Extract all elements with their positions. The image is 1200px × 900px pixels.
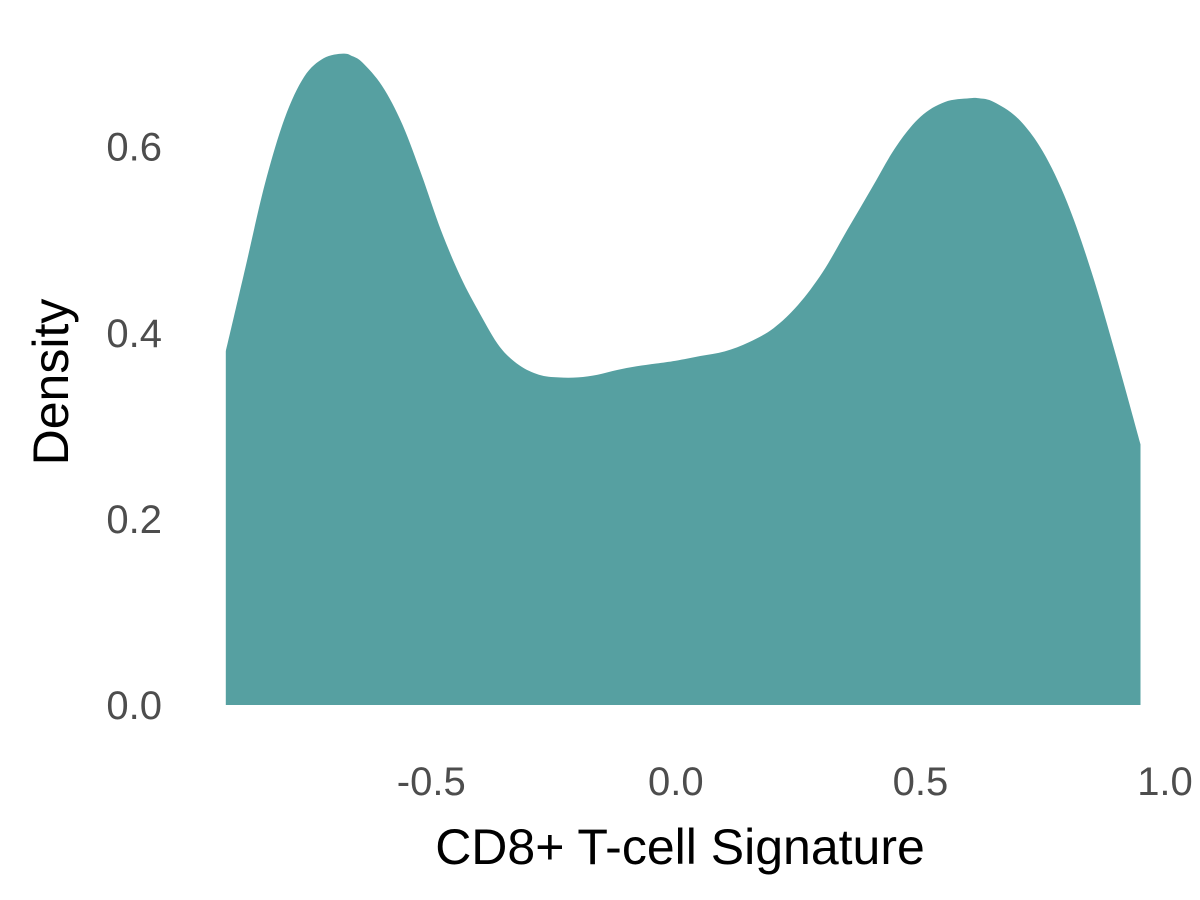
x-tick-label: 0.0: [648, 760, 704, 804]
x-tick-label: 1.0: [1137, 760, 1193, 804]
y-tick-label: 0.4: [106, 312, 162, 356]
y-tick-label: 0.2: [106, 498, 162, 542]
y-axis-ticks: 0.0 0.2 0.4 0.6: [106, 126, 162, 728]
x-tick-label: -0.5: [397, 760, 466, 804]
y-tick-label: 0.6: [106, 126, 162, 170]
plot-area: [225, 53, 1141, 706]
density-area: [225, 53, 1141, 706]
y-axis-title: Density: [23, 299, 79, 466]
x-tick-label: 0.5: [893, 760, 949, 804]
x-axis-title: CD8+ T-cell Signature: [435, 819, 925, 875]
y-tick-label: 0.0: [106, 684, 162, 728]
x-axis-ticks: -0.5 0.0 0.5 1.0: [397, 760, 1193, 804]
